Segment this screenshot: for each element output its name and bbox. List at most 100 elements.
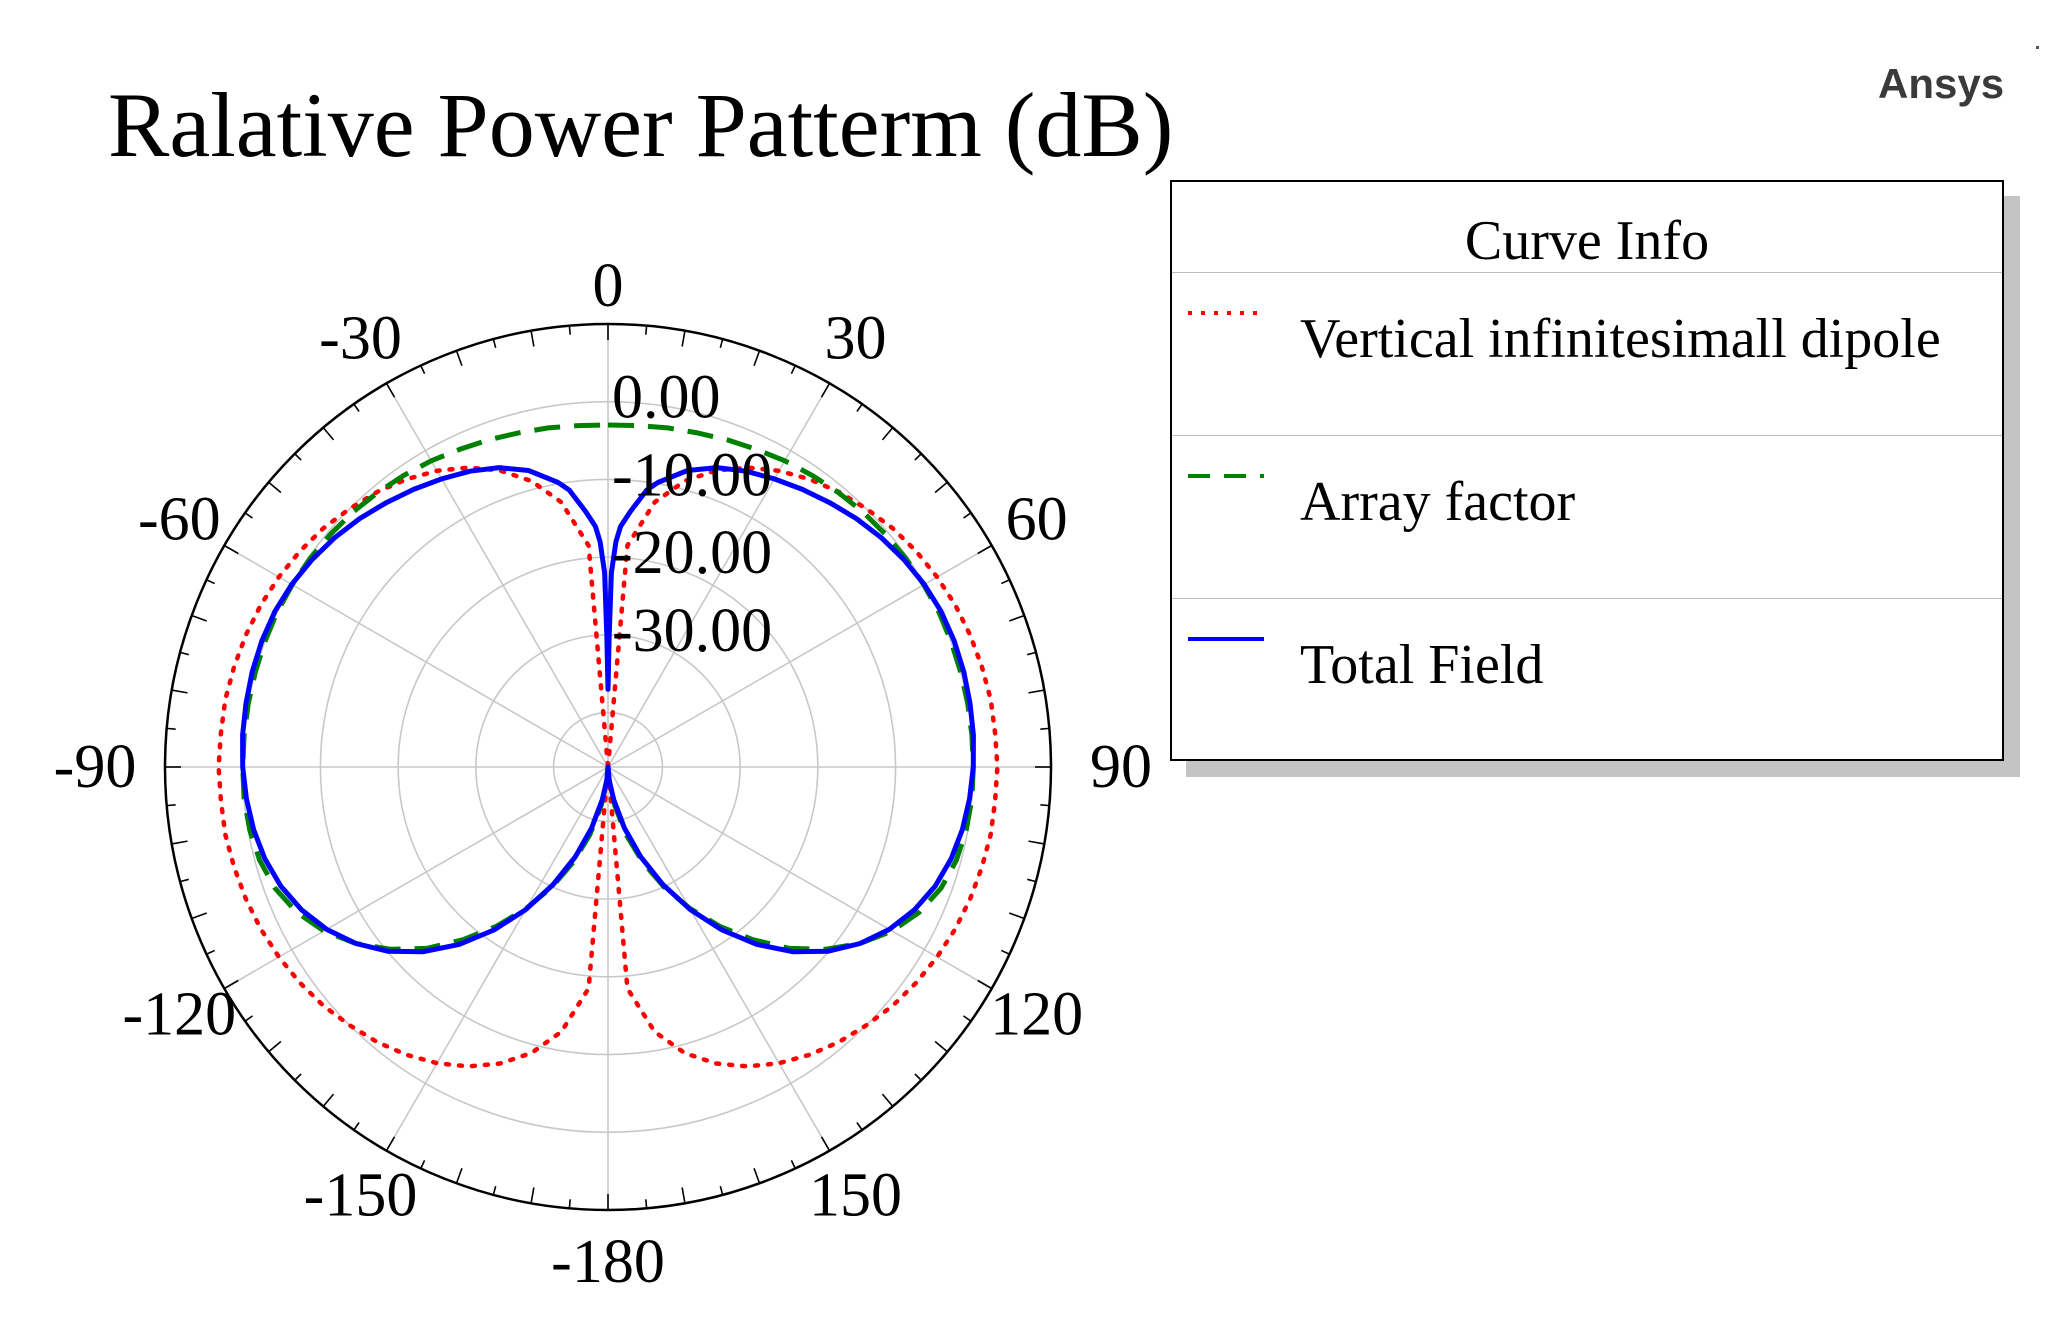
boundary-tick — [914, 1073, 922, 1081]
radial-tick-label: -10.00 — [612, 441, 772, 509]
angle-tick-label: 60 — [1006, 486, 1068, 554]
legend-label-total-field: Total Field — [1300, 634, 1544, 696]
boundary-tick — [268, 1040, 282, 1053]
boundary-tick — [881, 427, 894, 441]
radial-tick-label: -30.00 — [612, 597, 772, 665]
boundary-tick — [1000, 949, 1010, 955]
boundary-tick — [1008, 614, 1025, 622]
legend-entry-dipole[interactable]: Vertical infinitesimall dipole — [1172, 273, 2002, 436]
angle-tick-label: 30 — [825, 304, 887, 372]
boundary-tick — [322, 1093, 335, 1107]
boundary-tick — [753, 1167, 761, 1184]
angle-tick-label: -60 — [138, 486, 221, 554]
legend-entry-array-factor[interactable]: Array factor — [1172, 436, 2002, 599]
boundary-tick — [171, 840, 188, 845]
series-line-total-field — [240, 465, 976, 955]
angle-tick-label: -120 — [122, 981, 236, 1049]
angle-gridline-7 — [385, 766, 609, 1152]
legend-label-array-factor: Array factor — [1300, 471, 1576, 533]
boundary-tick — [645, 325, 648, 335]
boundary-tick — [492, 338, 497, 348]
boundary-tick — [1027, 651, 1037, 656]
angle-tick-label: -30 — [319, 304, 402, 372]
angle-gridline-1 — [607, 382, 831, 768]
boundary-tick — [420, 365, 426, 375]
angle-tick-label: 0 — [593, 252, 624, 320]
boundary-tick — [977, 544, 993, 555]
angle-tick-label: 120 — [990, 981, 1083, 1049]
angle-tick-label: -150 — [304, 1162, 418, 1230]
boundary-tick — [223, 544, 239, 555]
angle-tick-label: -90 — [54, 733, 137, 801]
boundary-tick — [492, 1186, 497, 1196]
boundary-tick — [1000, 579, 1010, 585]
dotted-line-swatch-icon — [1188, 311, 1264, 315]
angle-tick-label: 90 — [1090, 733, 1152, 801]
boundary-tick — [244, 1015, 253, 1022]
boundary-tick — [455, 350, 463, 367]
boundary-tick — [179, 878, 189, 883]
legend-title: Curve Info — [1172, 182, 2002, 273]
boundary-tick — [385, 382, 396, 398]
boundary-tick — [881, 1093, 894, 1107]
boundary-tick — [820, 1136, 831, 1152]
boundary-tick — [790, 365, 796, 375]
angle-gridline-5 — [607, 766, 831, 1152]
boundary-tick — [1028, 689, 1045, 694]
boundary-tick — [1040, 804, 1050, 807]
angle-gridline-2 — [607, 544, 993, 768]
boundary-tick — [790, 1159, 796, 1169]
boundary-tick — [385, 1136, 396, 1152]
boundary-tick — [753, 350, 761, 367]
boundary-tick — [191, 614, 208, 622]
boundary-tick — [914, 453, 922, 461]
boundary-tick — [977, 979, 993, 990]
angle-tick-label: -180 — [551, 1228, 665, 1296]
boundary-tick — [268, 481, 282, 494]
dashed-line-swatch-icon — [1188, 474, 1264, 478]
boundary-tick — [530, 330, 535, 347]
boundary-tick — [568, 1199, 571, 1209]
chart-title: Ralative Power Patterm (dB) — [108, 74, 1174, 176]
legend-label-dipole: Vertical infinitesimall dipole — [1300, 308, 1941, 370]
boundary-tick — [179, 651, 189, 656]
boundary-tick — [1008, 912, 1025, 920]
boundary-tick — [206, 949, 216, 955]
boundary-tick — [934, 1040, 948, 1053]
boundary-tick — [166, 727, 176, 730]
boundary-tick — [322, 427, 335, 441]
boundary-tick — [934, 481, 948, 494]
corner-dot — [2036, 46, 2039, 49]
brand-logo: Ansys — [1878, 60, 2005, 107]
boundary-tick — [719, 1186, 724, 1196]
boundary-tick — [455, 1167, 463, 1184]
boundary-tick — [568, 325, 571, 335]
angle-tick-label: 150 — [809, 1162, 902, 1230]
solid-line-swatch-icon — [1188, 637, 1264, 641]
legend[interactable]: Curve Info Vertical infinitesimall dipol… — [1170, 180, 2004, 761]
legend-entry-total-field[interactable]: Total Field — [1172, 599, 2002, 761]
boundary-tick — [681, 330, 686, 347]
boundary-tick — [294, 1073, 302, 1081]
boundary-tick — [353, 403, 360, 412]
boundary-tick — [353, 1122, 360, 1131]
boundary-tick — [645, 1199, 648, 1209]
boundary-tick — [244, 512, 253, 519]
boundary-tick — [1040, 727, 1050, 730]
boundary-tick — [171, 689, 188, 694]
boundary-tick — [681, 1187, 686, 1204]
angle-gridline-8 — [223, 766, 609, 990]
boundary-tick — [206, 579, 216, 585]
radial-tick-label: 0.00 — [612, 364, 721, 432]
angle-gridline-11 — [385, 382, 609, 768]
boundary-tick — [223, 979, 239, 990]
boundary-tick — [856, 1122, 863, 1131]
boundary-tick — [420, 1159, 426, 1169]
radial-tick-label: -20.00 — [612, 519, 772, 587]
boundary-tick — [719, 338, 724, 348]
angle-gridline-4 — [607, 766, 993, 990]
boundary-tick — [191, 912, 208, 920]
boundary-tick — [820, 382, 831, 398]
